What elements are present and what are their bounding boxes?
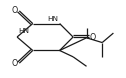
Text: HN: HN — [18, 28, 29, 34]
Text: O: O — [12, 6, 18, 15]
Text: O: O — [90, 33, 96, 41]
Text: HN: HN — [48, 16, 58, 22]
Text: O: O — [12, 59, 18, 68]
